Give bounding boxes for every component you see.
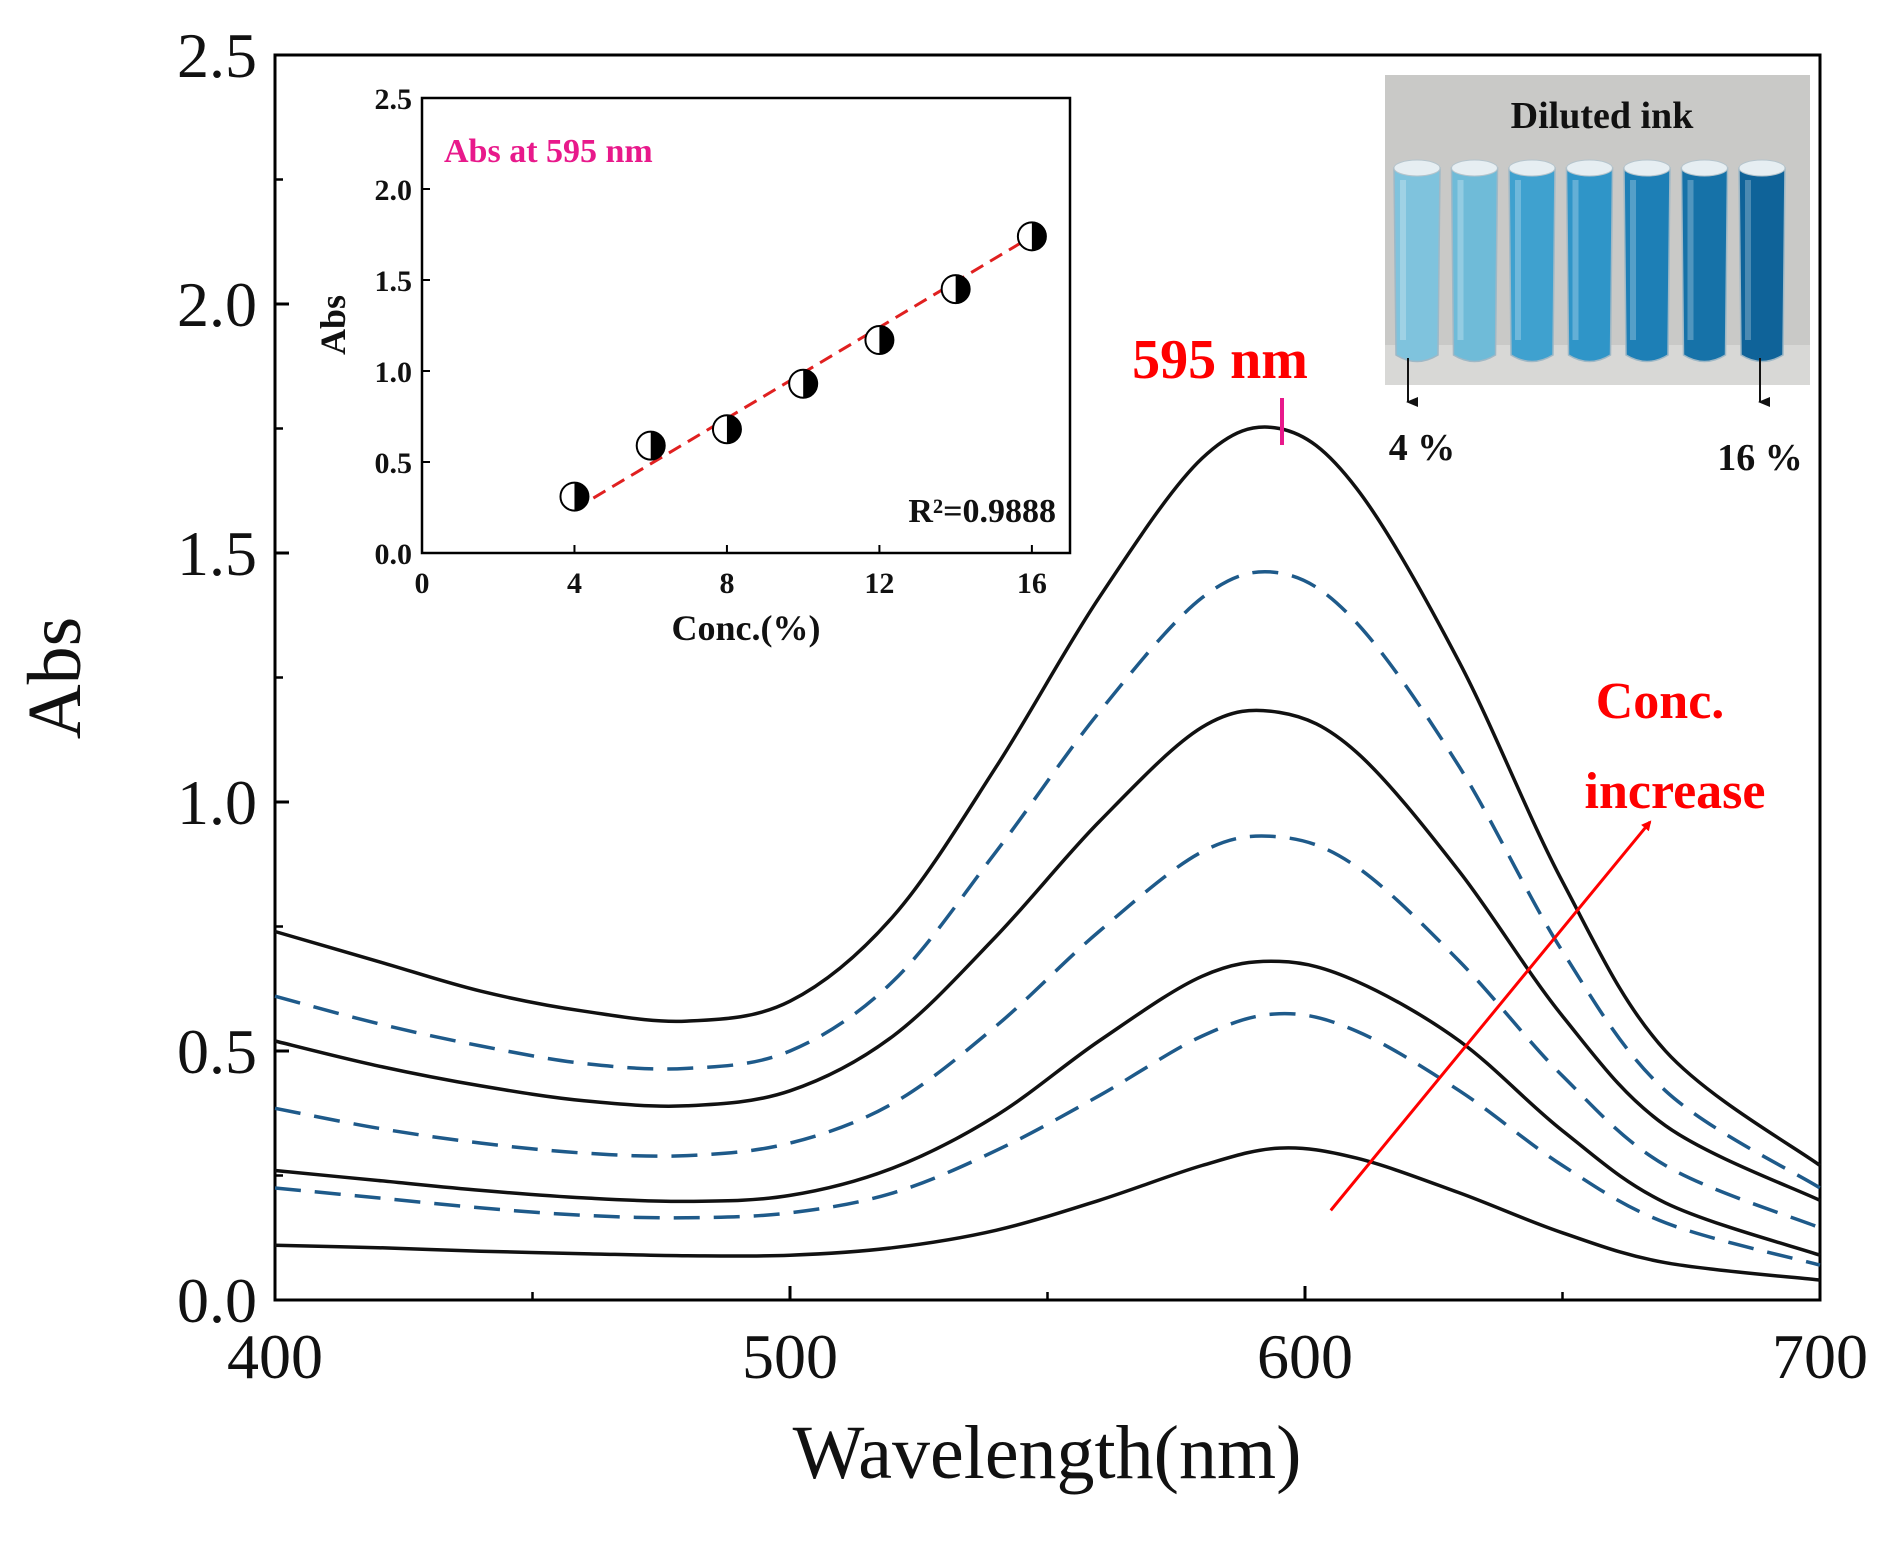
trend-label-line1: Conc. [1596,673,1725,730]
spectrum-line-1 [274,1146,1821,1282]
vial [1393,159,1441,363]
inset-y-ticks: 0.0 0.5 1.0 1.5 2.0 2.5 [375,83,430,571]
main-plot: 400 500 600 700 0.0 0.5 1.0 1.5 2.0 2.5 Waveleng… [13,20,1868,1495]
vial [1450,159,1499,363]
main-x-axis-label: Wavelength(nm) [793,1411,1302,1495]
inset-title: Abs at 595 nm [444,133,653,170]
main-x-tick-label: 500 [742,1321,838,1392]
main-x-tick-label: 600 [1257,1321,1353,1392]
inset-x-tick-label: 12 [864,567,894,600]
main-y-axis-label: Abs [13,617,97,739]
inset-data-point [635,430,666,461]
trend-label-line2: increase [1585,763,1766,820]
photo-label-right: 16 % [1717,437,1803,479]
vials-group [1393,159,1786,363]
inset-x-ticks: 0 4 8 12 16 [415,545,1047,600]
inset-x-tick-label: 16 [1017,567,1047,600]
inset-r2-annotation: R²=0.9888 [908,493,1056,530]
main-y-tick-label: 0.0 [177,1265,257,1336]
inset-y-axis-label: Abs [313,295,353,355]
main-y-ticks: 0.0 0.5 1.0 1.5 2.0 2.5 [177,20,289,1336]
inset-y-tick-label: 1.5 [375,265,413,298]
inset-plot-background [422,98,1070,553]
inset-y-tick-label: 0.5 [375,447,413,480]
vial [1738,159,1786,363]
inset-x-axis-label: Conc.(%) [672,608,821,648]
inset-x-tick-label: 4 [567,567,582,600]
inset-data-point [1016,221,1047,252]
inset-plot: 0 4 8 12 16 0.0 0.5 1.0 1.5 2.0 2.5 Abs at 595 nm… [313,83,1072,648]
inset-y-tick-label: 2.0 [375,174,413,207]
main-y-tick-label: 2.0 [177,269,257,340]
spectrum-line-3 [274,959,1821,1257]
inset-data-point [940,274,971,305]
inset-plot-frame [420,96,1072,555]
main-y-tick-label: 1.0 [177,767,257,838]
inset-data-point [788,368,819,399]
inset-data-point [864,325,895,356]
inset-data-point [559,481,590,512]
inset-y-tick-label: 1.0 [375,356,413,389]
spectrum-line-5 [274,708,1821,1202]
vials-photo: Diluted ink 4 % 16 % [1385,75,1810,479]
vial [1565,159,1614,363]
spectrum-line-6 [274,569,1821,1190]
spectrum-line-7 [274,425,1822,1167]
spectrum-line-4 [274,834,1821,1230]
inset-x-tick-label: 0 [415,567,430,600]
photo-label-left: 4 % [1389,427,1456,469]
inset-y-tick-label: 0.0 [375,538,413,571]
peak-label: 595 nm [1132,329,1308,391]
vial [1508,159,1556,363]
main-y-tick-label: 1.5 [177,518,257,589]
main-x-tick-label: 400 [227,1321,323,1392]
concentration-trend-arrow [1329,820,1652,1212]
main-y-tick-label: 0.5 [177,1016,257,1087]
spectrum-line-2 [274,1011,1821,1267]
vial [1623,159,1671,363]
main-x-tick-label: 700 [1772,1321,1868,1392]
main-y-tick-label: 2.5 [177,20,257,91]
vial [1680,159,1729,363]
inset-y-tick-label: 2.5 [375,83,413,116]
photo-title: Diluted ink [1511,95,1695,137]
main-series-group [274,425,1822,1282]
inset-points-group [559,221,1047,512]
main-x-ticks: 400 500 600 700 [227,1286,1868,1392]
inset-data-point [711,414,742,445]
inset-x-tick-label: 8 [719,567,734,600]
